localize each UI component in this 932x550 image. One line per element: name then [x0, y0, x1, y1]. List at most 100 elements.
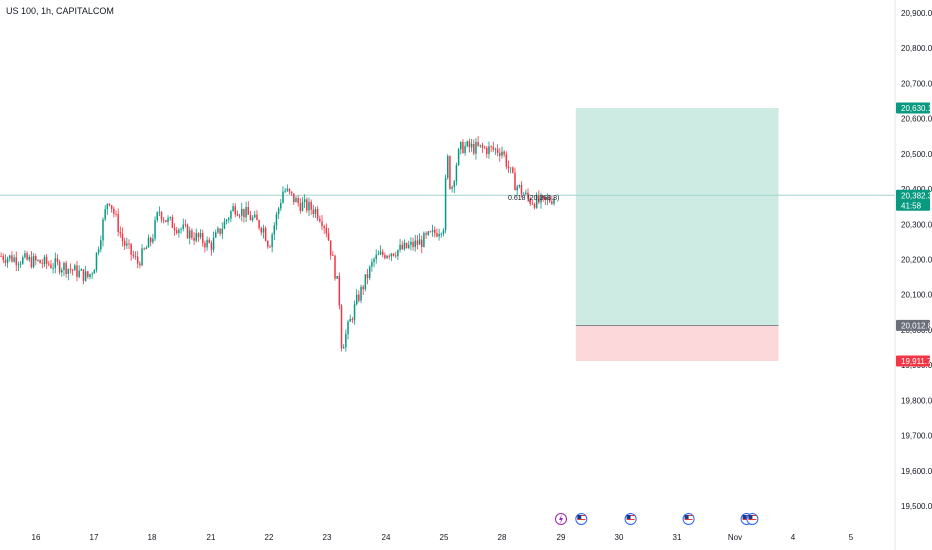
- candle: [230, 209, 232, 223]
- candle: [95, 252, 98, 273]
- price-axis[interactable]: 20,900.0 20,800.0 20,700.0 20,600.0 20,500.0…: [894, 0, 932, 550]
- candle-body: [110, 205, 113, 209]
- candle: [455, 162, 458, 186]
- candle: [117, 208, 119, 237]
- candle-body: [154, 220, 156, 239]
- candle-body: [262, 228, 265, 233]
- candle-body: [290, 191, 293, 194]
- candle: [128, 239, 130, 250]
- candle-body: [149, 237, 152, 243]
- candle: [280, 199, 282, 212]
- candle-body: [35, 256, 37, 261]
- candle: [32, 253, 35, 269]
- price-tick-label: 20,800.0: [901, 44, 932, 53]
- candle: [431, 224, 434, 237]
- candle: [19, 261, 22, 268]
- candle-body: [61, 270, 63, 273]
- lightning-icon[interactable]: [555, 513, 567, 525]
- us-flag-icon[interactable]: [682, 513, 695, 525]
- candle-body: [347, 321, 349, 334]
- candle-body: [477, 142, 479, 146]
- candle-body: [379, 251, 382, 255]
- candle: [438, 228, 440, 241]
- candle: [386, 254, 388, 260]
- candle-body: [58, 261, 61, 273]
- candle-body: [277, 208, 280, 214]
- candle-body: [143, 248, 145, 250]
- candle-body: [297, 198, 299, 204]
- candle-body: [182, 224, 184, 229]
- candle: [368, 265, 371, 281]
- candle-body: [492, 146, 495, 150]
- candle-body: [204, 243, 206, 248]
- candle: [451, 185, 453, 193]
- candle: [214, 229, 217, 239]
- candle: [254, 210, 256, 219]
- candle-body: [191, 230, 193, 238]
- candle: [58, 259, 61, 275]
- time-tick-label: 30: [615, 533, 624, 542]
- candle: [466, 140, 469, 148]
- candle: [80, 268, 83, 271]
- candle: [210, 240, 213, 256]
- candle: [468, 138, 471, 153]
- time-tick-label: 28: [498, 533, 507, 542]
- candle: [399, 238, 401, 253]
- us-flag-icon[interactable]: [575, 513, 588, 525]
- candle-body: [130, 243, 132, 255]
- candle: [360, 284, 362, 304]
- candle: [314, 206, 317, 219]
- us-flag-icon[interactable]: [746, 513, 759, 525]
- us-flag-icon[interactable]: [624, 513, 637, 525]
- candle: [323, 224, 325, 235]
- candle-body: [282, 191, 284, 203]
- candle: [512, 166, 514, 174]
- candle-body: [447, 156, 449, 178]
- candle: [436, 228, 438, 238]
- candle-body: [371, 262, 373, 267]
- candle-body: [373, 259, 375, 263]
- price-tick-label: 20,300.0: [901, 220, 932, 229]
- candle: [447, 153, 449, 180]
- candle-body: [288, 188, 291, 192]
- candle-body: [24, 253, 26, 258]
- candle: [74, 263, 76, 271]
- position-tool[interactable]: [575, 108, 779, 362]
- candle: [548, 194, 551, 203]
- candle: [295, 196, 297, 203]
- time-tick-label: 18: [148, 533, 157, 542]
- candle-body: [223, 221, 226, 229]
- candle-body: [503, 151, 505, 155]
- candle: [416, 235, 419, 250]
- candle-body: [271, 234, 273, 248]
- candle-body: [410, 241, 412, 245]
- candle: [39, 259, 41, 264]
- candle-body: [2, 256, 5, 261]
- candle: [54, 252, 57, 274]
- candle-body: [15, 257, 18, 265]
- candle: [249, 210, 252, 221]
- candle: [332, 250, 334, 256]
- candle: [97, 246, 100, 256]
- candle: [4, 254, 7, 267]
- candle: [234, 203, 237, 218]
- candle-body: [449, 156, 451, 189]
- time-axis[interactable]: 16 17 18 21 22 23 24 25 28 29 30 31 Nov 4 5: [32, 533, 854, 542]
- candles: [0, 136, 555, 352]
- event-markers[interactable]: [555, 513, 759, 525]
- candle-body: [230, 211, 232, 219]
- candle-body: [384, 254, 386, 259]
- candle: [334, 254, 336, 281]
- candle-body: [256, 214, 258, 221]
- candle: [232, 203, 234, 212]
- candle: [89, 273, 91, 280]
- candle-body: [65, 263, 67, 275]
- candle: [329, 240, 332, 260]
- candle: [414, 234, 416, 252]
- candle: [353, 300, 356, 325]
- candle: [355, 289, 358, 306]
- candle: [2, 253, 5, 264]
- price-tick-label: 19,600.0: [901, 467, 932, 476]
